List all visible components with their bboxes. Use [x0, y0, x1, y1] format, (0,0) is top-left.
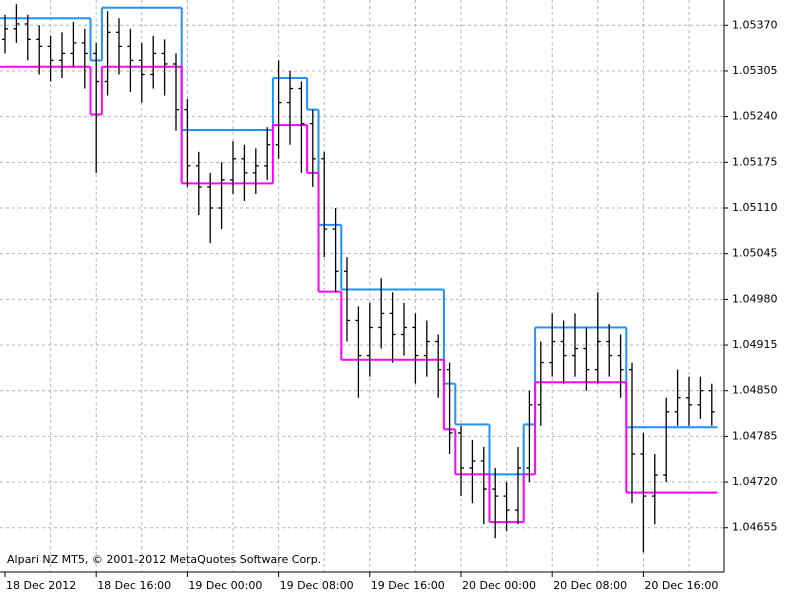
y-tick-label: 1.05045: [732, 247, 778, 260]
y-tick-label: 1.05110: [732, 201, 778, 214]
y-tick-label: 1.04980: [732, 292, 778, 305]
y-tick-label: 1.05370: [732, 18, 778, 31]
plot: [0, 4, 718, 553]
x-tick-label: 20 Dec 00:00: [462, 579, 536, 592]
x-tick-label: 19 Dec 16:00: [371, 579, 445, 592]
y-tick-label: 1.04785: [732, 429, 778, 442]
y-tick-label: 1.04720: [732, 475, 778, 488]
x-tick-label: 19 Dec 00:00: [188, 579, 262, 592]
y-tick-label: 1.04655: [732, 521, 778, 534]
x-tick-label: 18 Dec 16:00: [97, 579, 171, 592]
y-tick-label: 1.04850: [732, 384, 778, 397]
y-tick-label: 1.05305: [732, 64, 778, 77]
x-tick-label: 20 Dec 16:00: [644, 579, 718, 592]
x-tick-label: 18 Dec 2012: [6, 579, 76, 592]
y-tick-label: 1.05175: [732, 155, 778, 168]
annotation: Alpari NZ MT5, © 2001-2012 MetaQuotes So…: [7, 553, 321, 566]
x-tick-label: 20 Dec 08:00: [553, 579, 627, 592]
x-tick-label: 19 Dec 08:00: [280, 579, 354, 592]
y-tick-label: 1.04915: [732, 338, 778, 351]
y-tick-label: 1.05240: [732, 110, 778, 123]
